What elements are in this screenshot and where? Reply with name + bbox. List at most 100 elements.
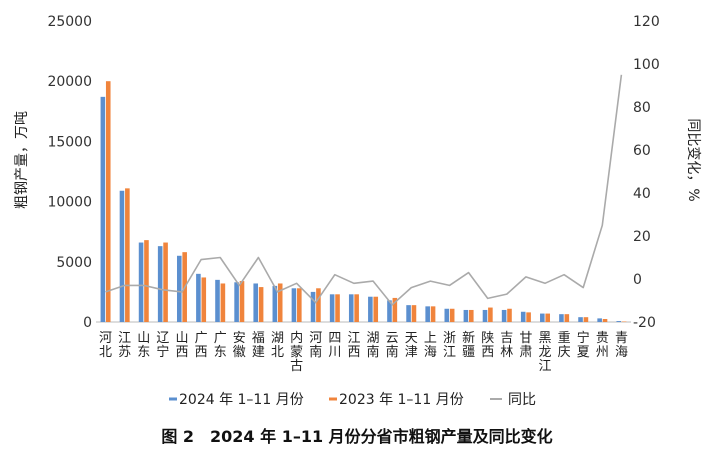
category-label-8: 福建 (252, 331, 265, 360)
bar-2024-11 (310, 291, 316, 322)
bar-2023-26 (602, 318, 608, 322)
category-label-16: 天津 (405, 331, 418, 360)
y2-tick-label-7: 120 (633, 14, 660, 30)
y2-axis-title-text: 同比变化，% (685, 118, 701, 201)
bar-2024-20 (482, 309, 488, 322)
bar-2023-11 (316, 288, 321, 322)
bar-2024-25 (578, 317, 583, 322)
bar-2023-15 (392, 297, 398, 322)
category-label-13: 江西 (347, 331, 360, 360)
y-tick-label-5: 25000 (47, 14, 92, 30)
axes-layer: 0 5000 10000 15000 20000 25000 -20 0 20 40 60 80 100… (47, 14, 659, 331)
y2-tick-label-2: 20 (633, 229, 651, 245)
y-tick-label-0: 0 (83, 315, 92, 331)
category-label-22: 甘肃 (519, 331, 532, 360)
bar-2024-13 (348, 294, 354, 322)
bar-2024-5 (196, 273, 201, 322)
labels-layer: 河北江苏山东辽宁山西广西广东安徽福建湖北内蒙古河南四川江西湖南云南天津上海浙江新… (99, 330, 628, 374)
bar-2023-27 (621, 321, 627, 323)
category-label-5: 广西 (195, 331, 208, 360)
category-label-18: 浙江 (443, 331, 456, 360)
category-label-10: 内蒙古 (290, 330, 303, 374)
category-label-0: 河北 (99, 331, 112, 360)
bar-2024-16 (406, 305, 411, 322)
bar-2023-20 (488, 307, 493, 322)
bar-2023-13 (354, 294, 359, 322)
legend-label-2024: 2024 年 1–11 月份 (179, 392, 304, 408)
category-label-3: 辽宁 (156, 331, 169, 360)
bar-2023-3 (163, 242, 168, 322)
line-layer (105, 74, 623, 306)
y-tick-label-4: 20000 (47, 74, 92, 90)
category-label-27: 青海 (615, 331, 628, 360)
category-label-2: 山东 (137, 331, 150, 360)
yoy-line (105, 74, 623, 306)
bar-2023-25 (583, 317, 589, 322)
bar-2024-7 (234, 282, 239, 322)
y-axis-title: 粗钢产量，万吨 (14, 111, 30, 209)
bar-2023-1 (125, 188, 130, 322)
bar-2024-12 (329, 294, 335, 322)
y-axis-title-text: 粗钢产量，万吨 (14, 111, 30, 209)
category-label-9: 湖北 (271, 331, 284, 360)
category-label-19: 新疆 (462, 330, 475, 360)
bar-2023-2 (144, 240, 149, 322)
category-label-21: 吉林 (500, 331, 513, 360)
category-label-24: 重庆 (558, 330, 571, 360)
bar-2024-19 (463, 309, 469, 322)
bar-2023-12 (335, 294, 340, 322)
category-label-20: 陕西 (481, 331, 494, 360)
bar-2023-21 (507, 308, 512, 322)
y2-tick-label-0: -20 (633, 315, 656, 331)
bar-2024-18 (444, 308, 450, 322)
bar-2024-27 (616, 321, 622, 322)
bar-2024-6 (215, 279, 220, 322)
y-tick-label-2: 10000 (47, 195, 92, 211)
y-tick-label-3: 15000 (47, 134, 92, 150)
bar-2024-2 (138, 242, 144, 322)
bar-2023-6 (220, 283, 226, 322)
bar-2023-24 (564, 314, 570, 322)
bars-layer (100, 81, 627, 323)
bar-2024-8 (253, 283, 259, 322)
category-label-14: 湖南 (367, 331, 380, 360)
bar-2024-22 (520, 311, 526, 322)
bar-2024-4 (176, 255, 182, 322)
bar-2024-3 (157, 246, 163, 322)
bar-2023-16 (411, 305, 417, 322)
category-label-25: 宁夏 (577, 330, 590, 360)
y2-tick-label-6: 100 (633, 57, 660, 73)
y2-axis-title: 同比变化，% (685, 118, 701, 201)
bar-2024-21 (501, 309, 507, 322)
bar-2023-5 (201, 277, 207, 322)
y2-tick-label-5: 80 (633, 100, 651, 116)
y2-tick-label-3: 40 (633, 186, 651, 202)
category-label-7: 安徽 (233, 331, 246, 360)
legend-label-2023: 2023 年 1–11 月份 (339, 392, 464, 408)
legend-label-yoy: 同比 (508, 392, 536, 408)
bar-2024-23 (540, 313, 545, 322)
bar-2023-23 (545, 313, 551, 322)
bar-2024-10 (291, 288, 297, 322)
bar-2023-0 (105, 81, 111, 322)
bar-2023-7 (239, 281, 245, 322)
category-label-23: 黑龙江 (539, 331, 552, 374)
category-label-4: 山西 (175, 331, 188, 360)
y-tick-label-1: 5000 (56, 255, 92, 271)
bar-2024-9 (272, 285, 278, 322)
bar-2023-19 (468, 309, 474, 322)
category-label-26: 贵州 (596, 331, 609, 360)
category-label-12: 四川 (328, 331, 341, 360)
category-label-15: 云南 (386, 331, 399, 360)
bar-2024-15 (387, 300, 392, 322)
category-label-17: 上海 (424, 331, 437, 360)
bar-2024-26 (597, 318, 602, 322)
chart-caption: 图 2 2024 年 1–11 月份分省市粗钢产量及同比变化 (161, 427, 552, 446)
bar-2023-14 (373, 296, 379, 322)
bar-2024-17 (425, 306, 430, 322)
bar-2024-24 (559, 314, 564, 322)
bar-2023-9 (277, 283, 283, 322)
category-label-1: 江苏 (118, 331, 131, 360)
